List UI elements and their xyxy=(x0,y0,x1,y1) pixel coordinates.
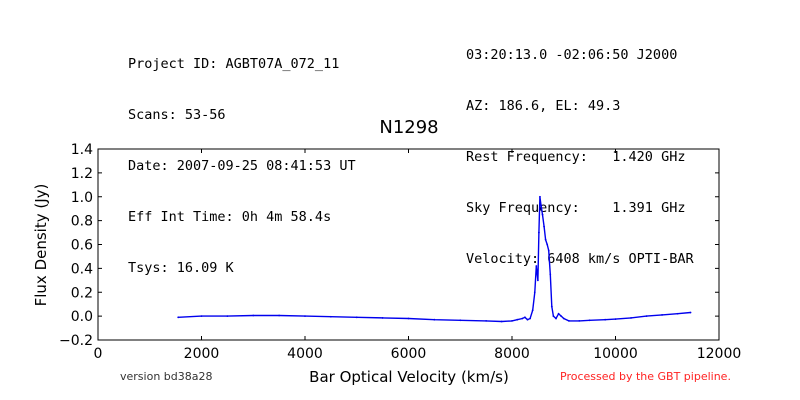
x-tick-label: 12000 xyxy=(697,346,742,362)
coordinates-text: 03:20:13.0 -02:06:50 J2000 xyxy=(466,47,678,63)
axis-ticks: 0 2000 4000 6000 8000 10000 12000 −0.2 0.0 0.2 0.4… xyxy=(59,142,741,362)
data-point xyxy=(177,316,180,319)
data-point xyxy=(511,320,513,322)
data-point xyxy=(226,315,229,318)
data-point xyxy=(278,314,281,317)
data-point xyxy=(544,238,547,241)
x-tick-label: 8000 xyxy=(494,346,530,362)
data-point xyxy=(531,309,534,312)
processed-by-text: Processed by the GBT pipeline. xyxy=(560,370,731,383)
x-tick-label: 6000 xyxy=(391,346,427,362)
data-point xyxy=(533,291,536,294)
data-point xyxy=(526,318,529,321)
data-point xyxy=(539,195,541,198)
data-point xyxy=(521,317,524,320)
data-point xyxy=(329,315,332,318)
data-point xyxy=(552,315,555,318)
data-point xyxy=(604,318,607,321)
plot-frame xyxy=(97,148,720,341)
eff-int-time-text: Eff Int Time: 0h 4m 58.4s xyxy=(128,209,332,225)
data-point xyxy=(568,320,570,322)
data-point xyxy=(538,231,540,234)
data-point xyxy=(614,318,617,321)
velocity-text: Velocity: 6408 km/s OPTI-BAR xyxy=(466,251,694,267)
y-tick-label: 0.2 xyxy=(71,285,93,301)
data-point xyxy=(252,314,255,317)
y-tick-label: 0.8 xyxy=(71,214,93,230)
data-point xyxy=(540,204,542,207)
data-point xyxy=(588,319,591,322)
date-text: Date: 2007-09-25 08:41:53 UT xyxy=(128,158,356,174)
x-tick-label: 0 xyxy=(94,346,103,362)
data-point xyxy=(524,316,526,319)
data-point xyxy=(459,319,462,322)
data-point xyxy=(543,225,545,228)
data-point xyxy=(555,317,557,320)
data-point xyxy=(535,265,538,267)
data-point xyxy=(536,279,539,282)
data-point xyxy=(661,314,663,316)
data-point xyxy=(557,312,560,315)
y-tick-label: 1.4 xyxy=(71,142,93,158)
y-tick-label: 0.4 xyxy=(71,261,93,277)
data-point xyxy=(529,317,532,320)
x-tick-label: 10000 xyxy=(593,346,638,362)
data-point xyxy=(355,316,358,319)
version-text: version bd38a28 xyxy=(120,370,213,383)
data-point xyxy=(676,312,679,315)
data-point xyxy=(560,315,563,318)
data-point xyxy=(578,320,581,322)
data-point xyxy=(546,243,549,246)
y-tick-label: 1.2 xyxy=(71,166,93,182)
y-tick-label: 1.0 xyxy=(71,190,93,206)
scans-text: Scans: 53-56 xyxy=(128,107,226,123)
x-tick-label: 4000 xyxy=(287,346,323,362)
data-point xyxy=(500,320,503,323)
y-tick-label: 0.0 xyxy=(71,309,93,325)
data-point xyxy=(630,317,632,319)
x-axis-label: Bar Optical Velocity (km/s) xyxy=(309,368,509,386)
data-point xyxy=(689,311,692,314)
y-tick-label: −0.2 xyxy=(59,333,93,349)
data-point xyxy=(381,317,384,319)
data-point xyxy=(645,315,648,318)
y-axis-label: Flux Density (Jy) xyxy=(32,184,50,307)
y-tick-label: 0.6 xyxy=(71,238,93,254)
data-point xyxy=(541,213,544,216)
project-id-text: Project ID: AGBT07A_072_11 xyxy=(128,56,340,72)
data-point xyxy=(549,273,552,276)
data-point xyxy=(547,249,550,252)
series-line xyxy=(178,196,691,323)
tsys-text: Tsys: 16.09 K xyxy=(128,260,234,276)
data-point xyxy=(516,318,519,321)
data-point xyxy=(304,315,306,318)
rest-frequency-text: Rest Frequency: 1.420 GHz xyxy=(466,149,686,165)
sky-frequency-text: Sky Frequency: 1.391 GHz xyxy=(466,200,686,216)
header-info-right: 03:20:13.0 -02:06:50 J2000 AZ: 186.6, EL… xyxy=(466,13,694,285)
header-info-left: Project ID: AGBT07A_072_11 Scans: 53-56 … xyxy=(128,22,356,294)
data-point xyxy=(433,318,436,321)
data-point xyxy=(550,305,553,308)
series-layer xyxy=(177,195,692,323)
data-point xyxy=(485,320,488,322)
data-point xyxy=(407,317,410,320)
az-el-text: AZ: 186.6, EL: 49.3 xyxy=(466,98,621,114)
chart-title: N1298 xyxy=(379,117,438,138)
data-point xyxy=(562,317,565,320)
x-tick-label: 2000 xyxy=(184,346,220,362)
data-point xyxy=(200,315,203,318)
